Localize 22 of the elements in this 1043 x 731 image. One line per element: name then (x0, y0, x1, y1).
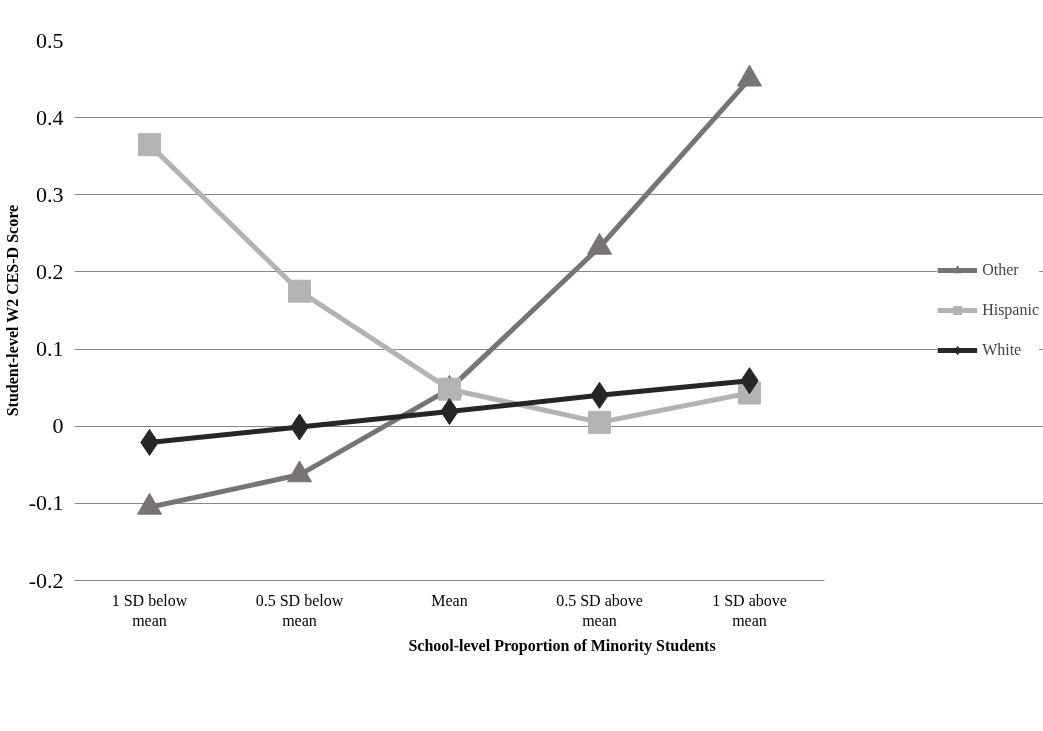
legend-label: Hispanic (982, 301, 1039, 319)
legend-label: Other (982, 261, 1019, 279)
y-tick-label: 0.3 (36, 181, 64, 207)
point (438, 377, 461, 401)
x-tick-label: Mean (431, 591, 468, 609)
x-tick-label: 0.5 SD below mean (255, 591, 344, 629)
legend-label: White (982, 341, 1022, 359)
y-axis-title: Student-level W2 CES-D Score (3, 204, 21, 417)
point (138, 133, 161, 157)
x-tick-label: 1 SD above mean (712, 591, 787, 629)
y-tick-label: -0.2 (28, 567, 64, 593)
point (588, 410, 611, 434)
point (288, 279, 311, 303)
y-tick-label: 0.5 (36, 27, 64, 53)
x-tick-label: 1 SD below mean (111, 591, 188, 629)
y-tick-label: 0 (52, 413, 64, 439)
x-tick-label: 0.5 SD above mean (556, 591, 643, 629)
y-tick-label: -0.1 (28, 490, 64, 516)
y-tick-label: 0.1 (36, 336, 64, 362)
x-axis-title: School-level Proportion of Minority Students (408, 636, 716, 655)
y-tick-label: 0.2 (36, 258, 64, 284)
y-tick-label: 0.4 (36, 104, 64, 130)
